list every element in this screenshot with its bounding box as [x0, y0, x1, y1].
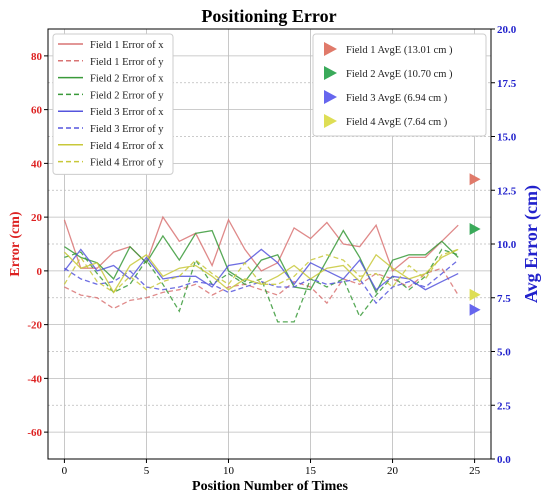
legend-series-label: Field 2 Error of x	[90, 74, 164, 85]
legend-series-box	[52, 33, 174, 175]
avg-marker-3	[469, 303, 481, 316]
legend-series-label: Field 1 Error of x	[90, 40, 164, 51]
left-tick-label: -20	[27, 320, 42, 332]
legend-series-label: Field 4 Error of y	[90, 158, 164, 169]
series-line-3	[64, 229, 459, 294]
chart-title: Positioning Error	[201, 6, 336, 26]
legend-series: Field 1 Error of x Field 1 Error of y Fiel…	[52, 33, 174, 175]
x-tick-label: 5	[144, 465, 150, 477]
left-tick-label: 60	[31, 105, 43, 117]
y-axis-label-left: Error (cm)	[8, 211, 23, 277]
left-tick-label: -60	[27, 427, 42, 439]
legend-series-label: Field 2 Error of y	[90, 90, 164, 101]
right-tick-label: 0.0	[497, 454, 511, 466]
left-axis-ticks: -60 -40 -20 0 20 40 60 80	[27, 51, 48, 439]
left-tick-label: -40	[27, 373, 42, 385]
right-tick-label: 20.0	[497, 24, 517, 36]
legend-series-label: Field 1 Error of y	[90, 57, 164, 68]
legend-avg-label: Field 3 AvgE (6.94 cm )	[346, 93, 448, 104]
x-tick-label: 25	[469, 465, 481, 477]
series-lines	[63, 215, 459, 323]
legend-avg-label: Field 2 AvgE (10.70 cm )	[346, 69, 453, 80]
avg-marker-2	[469, 222, 481, 235]
legend-avg-label: Field 1 AvgE (13.01 cm )	[346, 45, 453, 56]
y-axis-label-right: Avg Error (cm)	[521, 185, 542, 303]
avg-markers	[469, 173, 481, 316]
x-tick-label: 20	[387, 465, 399, 477]
avg-marker-1	[469, 173, 481, 186]
series-line-2	[64, 267, 459, 310]
series-line-6	[64, 259, 459, 305]
series-line-7	[63, 248, 459, 294]
legend-series-label: Field 4 Error of x	[90, 141, 164, 152]
legend-avg-swatch	[324, 90, 337, 104]
legend-averages: Field 1 AvgE (13.01 cm ) Field 2 AvgE (10…	[312, 33, 487, 137]
right-tick-label: 7.5	[497, 293, 511, 305]
left-tick-label: 80	[31, 51, 43, 63]
left-tick-label: 40	[31, 158, 43, 170]
right-tick-label: 5.0	[497, 347, 511, 359]
right-tick-label: 12.5	[497, 185, 517, 197]
legend-avg-label: Field 4 AvgE (7.64 cm )	[346, 117, 448, 128]
x-axis-label: Position Number of Times	[192, 479, 349, 494]
legend-avg-swatch	[324, 66, 337, 80]
x-axis-ticks: 0 5 10 15 20 25	[62, 459, 481, 477]
right-axis-ticks: 0.0 2.5 5.0 7.5 10.0 12.5 15.0 17.5 20.0	[491, 24, 517, 466]
right-tick-label: 17.5	[497, 78, 517, 90]
series-line-5	[63, 248, 459, 291]
legend-avg-swatch	[324, 42, 337, 56]
x-tick-label: 15	[305, 465, 317, 477]
right-tick-label: 10.0	[497, 239, 517, 251]
x-tick-label: 0	[62, 465, 68, 477]
legend-series-label: Field 3 Error of x	[90, 107, 164, 118]
legend-avg-swatch	[324, 114, 337, 128]
right-tick-label: 15.0	[497, 132, 517, 144]
legend-series-label: Field 3 Error of y	[90, 124, 164, 135]
legend-averages-box	[312, 33, 487, 137]
avg-marker-4	[469, 288, 481, 301]
x-tick-label: 10	[223, 465, 235, 477]
left-tick-label: 20	[31, 212, 43, 224]
left-tick-label: 0	[37, 266, 43, 278]
right-tick-label: 2.5	[497, 400, 511, 412]
